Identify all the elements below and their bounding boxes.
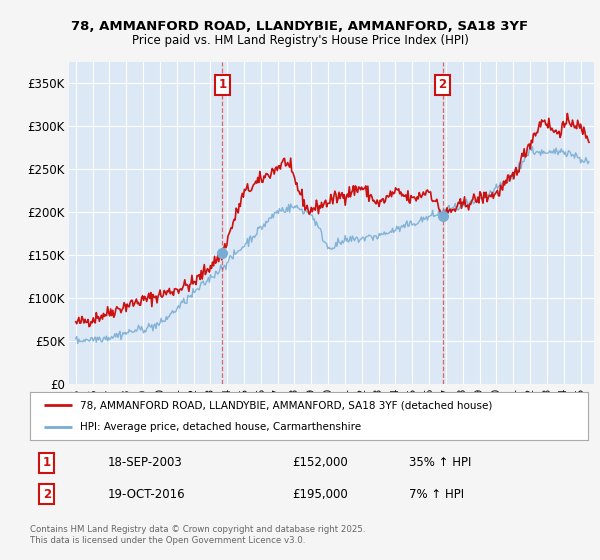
Text: 35% ↑ HPI: 35% ↑ HPI bbox=[409, 456, 472, 469]
Text: 1: 1 bbox=[43, 456, 51, 469]
Text: 19-OCT-2016: 19-OCT-2016 bbox=[108, 488, 186, 501]
Text: HPI: Average price, detached house, Carmarthenshire: HPI: Average price, detached house, Carm… bbox=[80, 422, 361, 432]
Text: Price paid vs. HM Land Registry's House Price Index (HPI): Price paid vs. HM Land Registry's House … bbox=[131, 34, 469, 46]
Text: 2: 2 bbox=[43, 488, 51, 501]
Text: Contains HM Land Registry data © Crown copyright and database right 2025.
This d: Contains HM Land Registry data © Crown c… bbox=[30, 525, 365, 545]
Text: £152,000: £152,000 bbox=[292, 456, 348, 469]
Text: 1: 1 bbox=[218, 78, 227, 91]
Text: 78, AMMANFORD ROAD, LLANDYBIE, AMMANFORD, SA18 3YF: 78, AMMANFORD ROAD, LLANDYBIE, AMMANFORD… bbox=[71, 20, 529, 32]
Text: 2: 2 bbox=[439, 78, 446, 91]
Text: 18-SEP-2003: 18-SEP-2003 bbox=[108, 456, 183, 469]
Text: £195,000: £195,000 bbox=[292, 488, 348, 501]
Text: 78, AMMANFORD ROAD, LLANDYBIE, AMMANFORD, SA18 3YF (detached house): 78, AMMANFORD ROAD, LLANDYBIE, AMMANFORD… bbox=[80, 400, 493, 410]
Text: 7% ↑ HPI: 7% ↑ HPI bbox=[409, 488, 464, 501]
